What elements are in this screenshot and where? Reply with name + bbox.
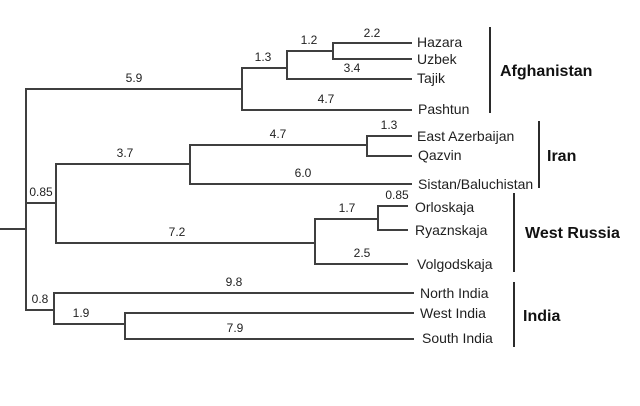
taxon-label-pashtun: Pashtun [418,101,470,117]
branch-line-west-india [124,312,414,314]
taxon-label-sistan-baluchistan: Sistan/Baluchistan [418,176,534,192]
taxon-label-ryaznskaja: Ryaznskaja [415,222,488,238]
branch-line-orloskaja-ryaznskaja [314,218,378,220]
bracket-afghanistan [489,27,491,113]
branch-length-hazara: 2.2 [363,26,381,40]
branch-length-north-india: 9.8 [225,275,243,289]
taxon-label-hazara: Hazara [417,34,463,50]
branch-line-sistan-baluchistan [189,183,412,185]
region-label-india: India [523,308,561,325]
region-label-west-russia: West Russia [525,225,620,242]
branch-length-sistan-baluchistan: 6.0 [294,166,312,180]
connector-east-azerbaijan-qazvin-node [366,135,368,157]
region-label-iran: Iran [547,148,577,165]
branch-line-west-south-india [53,323,125,325]
branch-length-south-india: 7.9 [226,321,244,335]
branch-line-south-india [124,338,414,340]
taxon-label-south-india: South India [422,330,493,346]
connector-west-russia-node [314,218,316,265]
branch-length-orloskaja: 0.85 [385,188,409,202]
branch-length-iran-west-russia: 0.85 [29,185,53,199]
connector-hazara-uzbek-node [332,42,334,60]
connector-root-spine [25,88,27,311]
branch-line-hazara [332,42,412,44]
branch-line-orloskaja [377,205,408,207]
branch-length-hazara-uzbek: 1.2 [300,33,318,47]
branch-line-hazara-uzbek-tajik [241,67,287,69]
branch-length-tajik: 3.4 [343,61,361,75]
bracket-west-russia [513,193,515,272]
taxon-label-qazvin: Qazvin [418,147,462,163]
branch-length-afghanistan-clade: 5.9 [125,71,143,85]
branch-line-iran-west-russia-clade [25,202,56,204]
taxon-label-volgodskaja: Volgodskaja [417,256,493,272]
branch-length-volgodskaja: 2.5 [353,246,371,260]
taxon-label-east-azerbaijan: East Azerbaijan [417,128,515,144]
branch-line-hazara-uzbek [286,50,333,52]
region-label-afghanistan: Afghanistan [500,63,593,80]
branch-line-qazvin [366,155,412,157]
taxon-label-orloskaja: Orloskaja [415,199,475,215]
branch-length-india-clade: 0.8 [31,292,49,306]
branch-length-orloskaja-ryaznskaja: 1.7 [338,201,356,215]
connector-iran-west-russia-node [55,163,57,244]
branch-line-west-russia-clade [55,242,315,244]
branch-line-volgodskaja [314,263,408,265]
connector-india-node [53,292,55,325]
taxon-label-west-india: West India [420,305,486,321]
connector-orloskaja-ryaznskaja-node [377,205,379,231]
connector-afghanistan-node [241,67,243,111]
branch-length-west-russia-clade: 7.2 [168,225,186,239]
bracket-india [513,282,515,347]
branch-line-uzbek [332,58,412,60]
branch-length-hazara-uzbek-tajik: 1.3 [254,50,272,64]
branch-line-afghanistan-clade [25,88,242,90]
branch-line-east-azerbaijan [366,135,412,137]
branch-length-iran-clade: 3.7 [116,146,134,160]
branch-length-pashtun: 4.7 [317,92,335,106]
branch-length-east-azerbaijan: 1.3 [380,118,398,132]
branch-line-iran-clade [55,163,190,165]
connector-hazara-uzbek-tajik-node [286,50,288,80]
taxon-label-uzbek: Uzbek [417,51,457,67]
branch-length-east-azerbaijan-qazvin: 4.7 [269,127,287,141]
connector-west-south-india-node [124,312,126,340]
taxon-label-north-india: North India [420,285,489,301]
connector-iran-node [189,144,191,185]
branch-line-tajik [286,78,412,80]
root-branch-line [0,228,26,230]
branch-line-india-clade [25,309,54,311]
branch-line-east-azerbaijan-qazvin [189,144,367,146]
branch-line-ryaznskaja [377,229,408,231]
taxon-label-tajik: Tajik [417,70,446,86]
branch-length-west-south-india: 1.9 [72,306,90,320]
branch-line-north-india [53,292,414,294]
bracket-iran [538,121,540,188]
branch-line-pashtun [241,109,412,111]
